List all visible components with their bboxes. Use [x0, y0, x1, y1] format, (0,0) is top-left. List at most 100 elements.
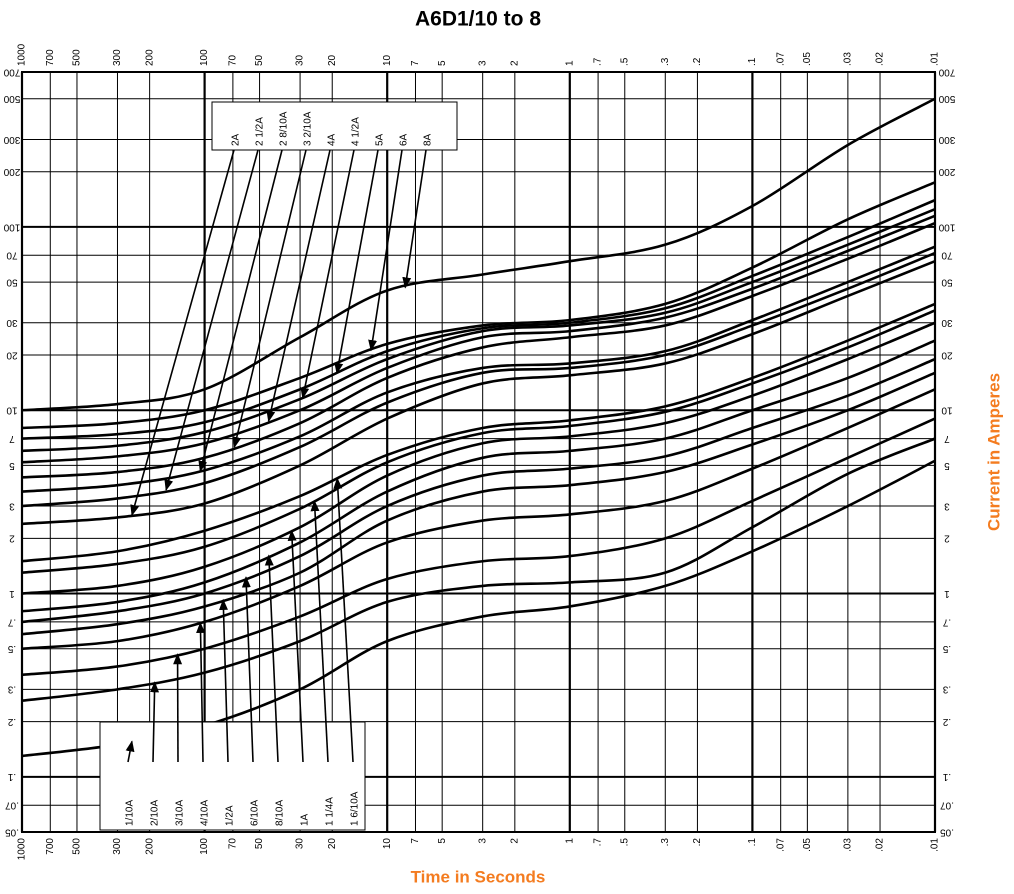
y-axis-title: Current in Amperes	[984, 373, 1003, 531]
y-tick-label: .7	[942, 616, 951, 627]
fuse-curve	[21, 198, 936, 440]
x-tick-label: 3	[477, 60, 488, 66]
x-tick-label: 500	[72, 838, 83, 855]
y-tick-label: .2	[942, 716, 951, 727]
y-tick-label: 7	[9, 433, 15, 444]
legend-label: 1 1/4A	[325, 797, 336, 826]
y-tick-label: .1	[942, 771, 951, 782]
y-tick-label: .5	[7, 643, 16, 654]
legend-label: 6A	[399, 133, 410, 146]
fuse-curve	[21, 181, 936, 430]
label-arrow	[300, 149, 355, 399]
x-tick-label: 50	[254, 54, 265, 66]
x-tick-label: .01	[930, 52, 941, 66]
legend-label: 4A	[327, 133, 338, 146]
y-tick-label: .7	[7, 616, 16, 627]
label-arrow	[333, 477, 354, 763]
label-arrow	[198, 149, 283, 473]
x-tick-label: .7	[593, 838, 604, 847]
y-tick-label: 200	[3, 166, 20, 177]
legend-label: 2/10A	[150, 800, 161, 826]
x-tick-label: .5	[619, 57, 630, 66]
y-tick-label: 500	[3, 93, 20, 104]
x-tick-label: 70	[228, 54, 239, 66]
y-tick-label: 70	[941, 250, 953, 261]
label-arrow	[264, 554, 279, 763]
fuse-curve	[21, 97, 936, 412]
label-arrow	[125, 740, 135, 763]
y-tick-label: 5	[944, 460, 950, 471]
x-tick-label: 20	[327, 838, 338, 850]
legend-label: 1 6/10A	[350, 791, 361, 826]
label-arrow	[368, 149, 403, 352]
y-tick-label: 30	[941, 317, 953, 328]
x-tick-label: 300	[112, 838, 123, 855]
x-tick-label: 100	[199, 838, 210, 855]
chart-title: A6D1/10 to 8	[415, 8, 541, 31]
y-tick-label: 3	[9, 500, 15, 511]
legend-label: 3 2/10A	[303, 111, 314, 146]
x-tick-label: 700	[45, 49, 56, 66]
x-tick-label: 70	[228, 838, 239, 850]
x-tick-label: 200	[144, 838, 155, 855]
label-arrow	[130, 149, 235, 517]
legend-label: 2A	[231, 133, 242, 146]
x-tick-label: .3	[660, 57, 671, 66]
legend-label: 2 8/10A	[279, 111, 290, 146]
y-tick-label: 700	[3, 66, 20, 77]
label-arrow	[219, 598, 229, 763]
y-tick-label: 2	[9, 533, 15, 544]
x-tick-label: .5	[619, 838, 630, 847]
y-tick-label: 10	[941, 405, 953, 416]
x-tick-label: 1000	[17, 43, 28, 66]
x-tick-label: 1	[564, 60, 575, 66]
y-tick-label: 3	[944, 500, 950, 511]
fuse-curve	[21, 309, 936, 574]
x-tick-label: .05	[802, 52, 813, 66]
x-tick-label: .03	[843, 838, 854, 852]
y-tick-label: 200	[938, 166, 955, 177]
x-tick-label: 10	[382, 54, 393, 66]
label-arrow	[196, 621, 206, 763]
legend-label: 3/10A	[175, 800, 186, 826]
y-tick-label: 100	[3, 221, 20, 232]
x-tick-label: 1000	[17, 838, 28, 861]
y-tick-label: 300	[938, 134, 955, 145]
x-tick-label: .01	[930, 838, 941, 852]
fuse-curve	[21, 259, 936, 526]
x-tick-label: .7	[593, 57, 604, 66]
x-tick-label: 200	[144, 49, 155, 66]
y-tick-label: .07	[5, 800, 19, 811]
x-tick-label: 5	[437, 838, 448, 844]
fuse-curve	[21, 388, 936, 650]
x-tick-label: 2	[509, 838, 520, 844]
label-arrow	[241, 576, 254, 763]
fuse-curve	[21, 339, 936, 613]
x-tick-label: .2	[692, 57, 703, 66]
fuse-curve	[21, 245, 936, 493]
x-tick-label: 50	[254, 838, 265, 850]
x-tick-label: .3	[660, 838, 671, 847]
legend-label: 1A	[300, 813, 311, 826]
legend-label: 2 1/2A	[255, 117, 266, 146]
x-tick-label: .07	[775, 52, 786, 66]
y-tick-label: 2	[944, 533, 950, 544]
fuse-curve	[21, 357, 936, 624]
x-tick-label: 20	[327, 54, 338, 66]
y-tick-label: 1	[9, 588, 15, 599]
y-tick-label: 700	[938, 66, 955, 77]
y-tick-label: 7	[944, 433, 950, 444]
y-tick-label: 500	[938, 93, 955, 104]
x-axis-title: Time in Seconds	[411, 867, 546, 886]
fuse-curve	[21, 302, 936, 563]
y-tick-label: .3	[942, 684, 951, 695]
y-tick-label: .05	[940, 826, 954, 837]
x-tick-label: .07	[775, 838, 786, 852]
label-arrow	[266, 149, 331, 423]
curves	[21, 97, 936, 758]
x-tick-label: .05	[802, 838, 813, 852]
legend-label: 4 1/2A	[351, 117, 362, 146]
y-tick-label: .05	[5, 826, 19, 837]
label-arrow	[334, 149, 379, 375]
